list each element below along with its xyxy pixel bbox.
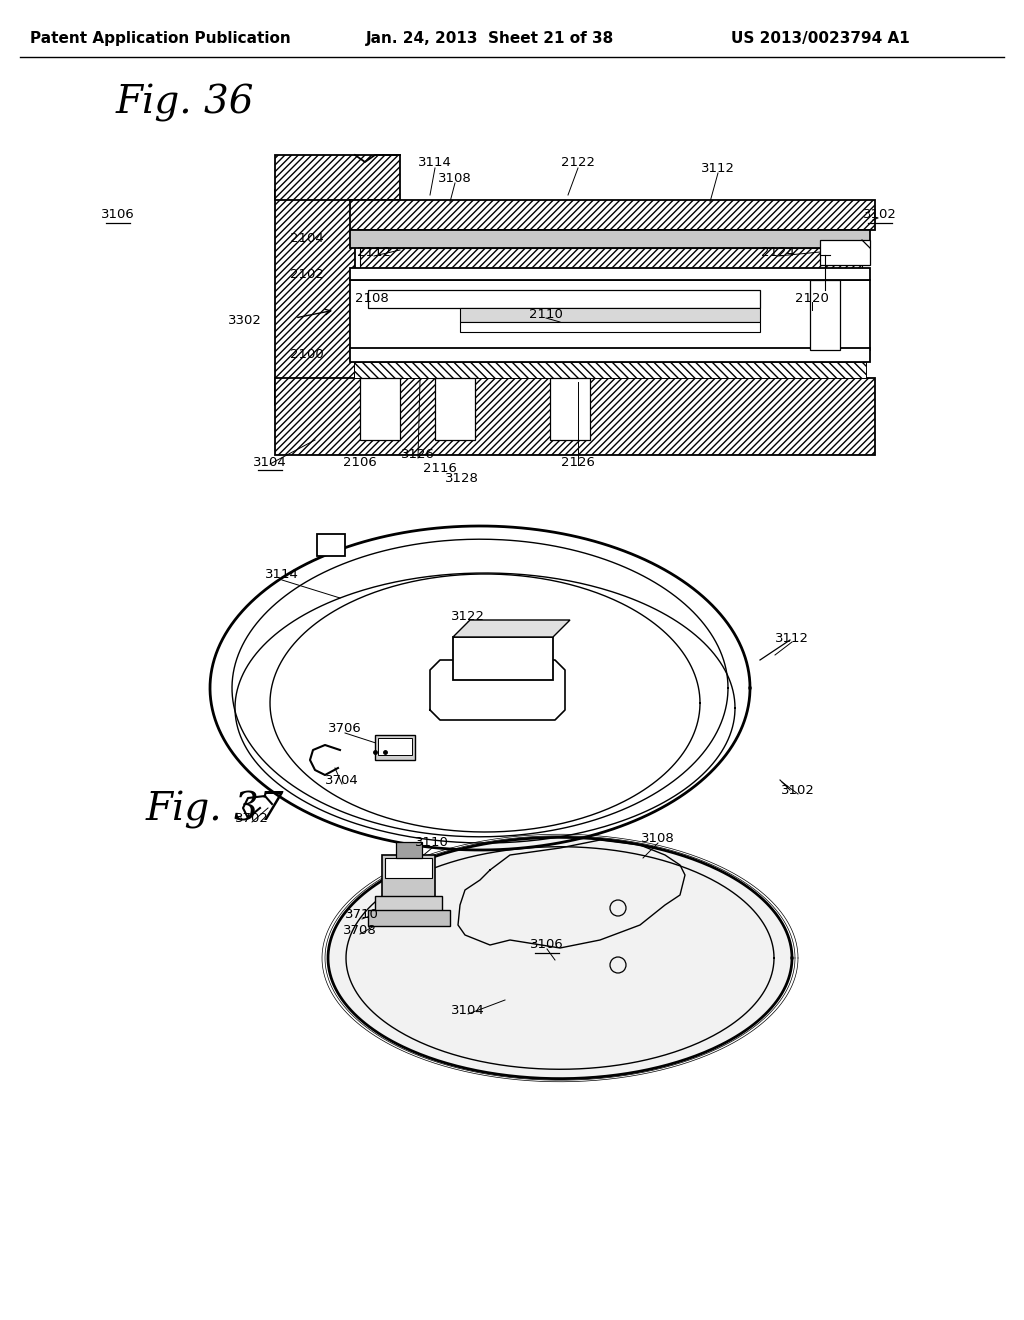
Text: 2112: 2112	[357, 246, 391, 259]
Text: 3104: 3104	[253, 455, 287, 469]
Bar	[435, 378, 475, 440]
Bar	[396, 842, 422, 858]
Bar	[810, 280, 840, 350]
Bar	[360, 248, 862, 268]
Text: 3108: 3108	[641, 832, 675, 845]
Bar	[368, 290, 760, 308]
Bar	[350, 201, 874, 230]
Bar	[385, 858, 432, 878]
Bar	[453, 638, 553, 680]
Text: 3128: 3128	[445, 471, 479, 484]
Text: 3708: 3708	[343, 924, 377, 936]
Text: 3126: 3126	[401, 449, 435, 462]
Polygon shape	[328, 837, 792, 1078]
Text: 3112: 3112	[775, 631, 809, 644]
Text: 2108: 2108	[355, 293, 389, 305]
Bar	[375, 896, 442, 912]
Text: 3108: 3108	[438, 172, 472, 185]
Bar	[275, 378, 874, 455]
Text: 3104: 3104	[452, 1003, 485, 1016]
Text: 3704: 3704	[326, 774, 358, 787]
Text: 2116: 2116	[423, 462, 457, 474]
Text: Jan. 24, 2013  Sheet 21 of 38: Jan. 24, 2013 Sheet 21 of 38	[366, 30, 614, 45]
Bar	[350, 268, 870, 280]
Text: 3114: 3114	[418, 157, 452, 169]
Text: 2110: 2110	[529, 309, 563, 322]
Text: 2104: 2104	[290, 232, 324, 246]
Bar	[460, 308, 760, 322]
Bar	[382, 855, 435, 900]
Bar	[550, 378, 590, 440]
Text: 3710: 3710	[345, 908, 379, 921]
Text: 3102: 3102	[863, 209, 897, 222]
Bar	[460, 322, 760, 333]
Bar	[368, 909, 450, 927]
Bar	[350, 230, 870, 248]
Text: 2122: 2122	[561, 157, 595, 169]
Text: 3112: 3112	[701, 161, 735, 174]
Bar	[275, 154, 400, 201]
Text: Patent Application Publication: Patent Application Publication	[30, 30, 291, 45]
Text: US 2013/0023794 A1: US 2013/0023794 A1	[731, 30, 909, 45]
Bar	[275, 190, 355, 405]
Bar	[354, 362, 866, 378]
Text: 2120: 2120	[795, 293, 829, 305]
Text: 3106: 3106	[530, 939, 564, 952]
Bar	[375, 735, 415, 760]
Text: Fig. 36: Fig. 36	[116, 84, 254, 121]
Bar	[350, 348, 870, 362]
Bar	[378, 738, 412, 755]
Text: 3114: 3114	[265, 569, 299, 582]
Polygon shape	[453, 620, 570, 638]
Text: 2100: 2100	[290, 348, 324, 362]
Text: 3302: 3302	[228, 314, 262, 326]
Text: 3102: 3102	[781, 784, 815, 796]
Text: 3702: 3702	[236, 812, 269, 825]
Text: 2124: 2124	[761, 246, 795, 259]
Text: 3110: 3110	[415, 837, 449, 850]
Bar	[820, 240, 870, 265]
Text: 3106: 3106	[101, 209, 135, 222]
Bar	[350, 280, 870, 350]
Bar	[317, 533, 345, 556]
Text: 2126: 2126	[561, 455, 595, 469]
Text: 3122: 3122	[451, 610, 485, 623]
Bar	[360, 378, 400, 440]
Text: 2106: 2106	[343, 455, 377, 469]
Text: 2102: 2102	[290, 268, 324, 281]
Text: 3706: 3706	[328, 722, 361, 734]
Text: Fig. 37: Fig. 37	[145, 791, 285, 829]
